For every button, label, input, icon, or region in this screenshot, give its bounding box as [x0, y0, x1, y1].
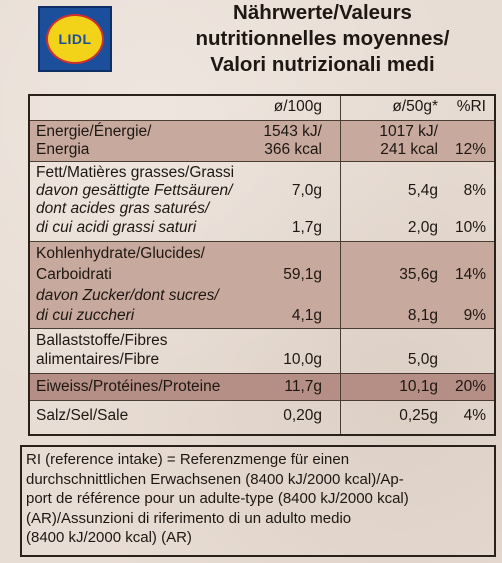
fat-sub-1: davon gesättigte Fettsäuren/ — [36, 182, 233, 199]
carbs-50g: 35,6g — [399, 266, 438, 283]
fibre-50g: 5,0g — [407, 351, 438, 368]
header-ri: %RI — [456, 98, 486, 115]
salt-100g: 0,20g — [283, 407, 322, 424]
carbs-label-2: Carboidrati — [36, 266, 112, 283]
divider — [30, 241, 494, 242]
fibre-row: Ballaststoffe/Fibres alimentaires/Fibre … — [30, 329, 494, 373]
divider — [30, 328, 494, 329]
reference-intake-note: RI (reference intake) = Referenzmenge fü… — [20, 445, 496, 557]
nutrition-table: ø/100g ø/50g* %RI Energie/Énergie/ Energ… — [28, 94, 496, 436]
energy-ri: 12% — [454, 141, 486, 158]
carbohydrate-row: Kohlenhydrate/Glucides/ Carboidrati 59,1… — [30, 242, 494, 328]
energy-kj-100g: 1543 kJ/ — [263, 123, 322, 140]
fibre-label-1: Ballaststoffe/Fibres — [36, 332, 168, 349]
fibre-label-2: alimentaires/Fibre — [36, 351, 160, 368]
sugars-label-1: davon Zucker/dont sucres/ — [36, 287, 219, 304]
salt-50g: 0,25g — [399, 407, 438, 424]
divider — [30, 373, 494, 374]
protein-100g: 11,7g — [284, 378, 322, 395]
fat-row: Fett/Matières grasses/Grassi davon gesät… — [30, 162, 494, 240]
title-line-1: Nährwerte/Valeurs — [233, 1, 412, 24]
divider — [30, 161, 494, 162]
lidl-logo: LIDL — [38, 6, 112, 72]
sugars-50g: 8,1g — [407, 307, 438, 324]
title-line-2: nutritionnelles moyennes/ — [195, 27, 450, 50]
footer-line-1: RI (reference intake) = Referenzmenge fü… — [26, 451, 350, 468]
fat-label: Fett/Matières grasses/Grassi — [36, 164, 235, 181]
salt-ri: 4% — [463, 407, 486, 424]
footer-line-2: durchschnittlichen Erwachsenen (8400 kJ/… — [26, 470, 404, 488]
energy-kcal-100g: 366 kcal — [264, 141, 322, 158]
footer-line-3: port de référence pour un adulte-type (8… — [26, 490, 409, 507]
saturates-100g: 1,7g — [291, 219, 322, 236]
carbs-100g: 59,1g — [283, 266, 322, 283]
protein-50g: 10,1g — [399, 378, 438, 395]
header-per-50g: ø/50g* — [392, 98, 438, 115]
fibre-100g: 10,0g — [283, 351, 322, 368]
column-separator — [340, 96, 341, 434]
fat-ri: 8% — [463, 182, 486, 199]
sugars-100g: 4,1g — [291, 307, 322, 324]
energy-row: Energie/Énergie/ Energia 1543 kJ/ 366 kc… — [30, 121, 494, 161]
fat-sub-3: di cui acidi grassi saturi — [36, 219, 197, 236]
fat-sub-2: dont acides gras saturés/ — [36, 200, 210, 217]
protein-row: Eiweiss/Protéines/Proteine 11,7g 10,1g 2… — [30, 374, 494, 400]
protein-label: Eiweiss/Protéines/Proteine — [36, 378, 221, 395]
footer-line-5: (8400 kJ/2000 kcal) (AR) — [26, 529, 192, 546]
sugars-label-2: di cui zuccheri — [36, 307, 135, 324]
energy-label-1: Energie/Énergie/ — [36, 123, 152, 140]
table-header-row: ø/100g ø/50g* %RI — [30, 98, 494, 118]
divider — [30, 120, 494, 121]
energy-label-2: Energia — [36, 141, 90, 158]
energy-kcal-50g: 241 kcal — [380, 141, 438, 158]
divider — [30, 400, 494, 401]
logo-text: LIDL — [58, 31, 92, 47]
carbs-ri: 14% — [454, 266, 486, 283]
footer-line-4: (AR)/Assunzioni di riferimento di un adu… — [26, 509, 352, 527]
fat-100g: 7,0g — [291, 182, 322, 199]
nutrition-title: Nährwerte/Valeurs nutritionnelles moyenn… — [150, 0, 495, 78]
header-per-100g: ø/100g — [273, 98, 322, 115]
sugars-ri: 9% — [463, 307, 486, 324]
saturates-ri: 10% — [454, 219, 486, 236]
title-line-3: Valori nutrizionali medi — [210, 53, 435, 76]
protein-ri: 20% — [454, 378, 486, 395]
salt-row: Salz/Sel/Sale 0,20g 0,25g 4% — [30, 401, 494, 434]
salt-label: Salz/Sel/Sale — [36, 407, 129, 424]
fat-50g: 5,4g — [407, 182, 438, 199]
saturates-50g: 2,0g — [407, 219, 438, 236]
carbs-label-1: Kohlenhydrate/Glucides/ — [36, 245, 205, 262]
energy-kj-50g: 1017 kJ/ — [379, 123, 438, 140]
logo-ring: LIDL — [46, 14, 104, 64]
